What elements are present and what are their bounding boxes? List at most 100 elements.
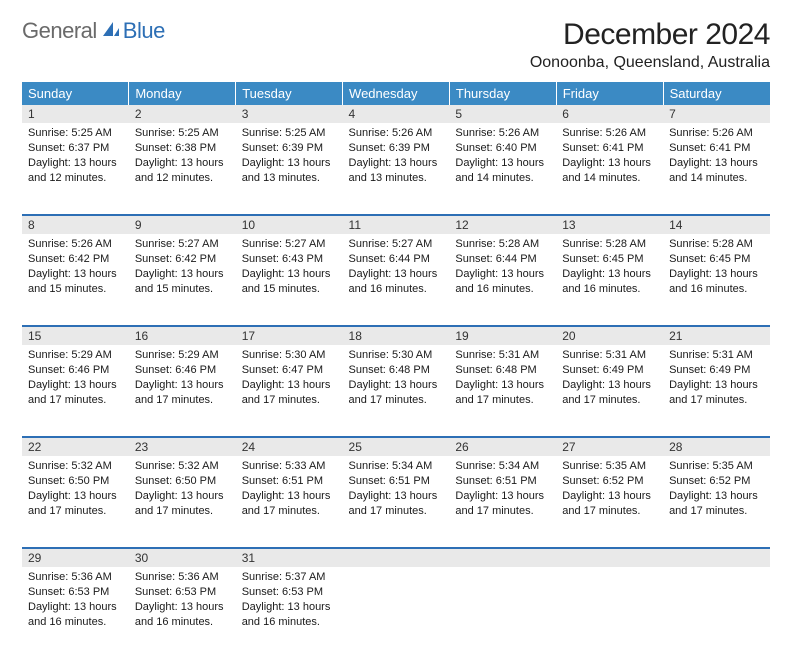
weekday-header: Tuesday (236, 82, 343, 105)
day-number-cell: 16 (129, 326, 236, 345)
day-number-cell: 1 (22, 105, 129, 123)
daylight-line: Daylight: 13 hours and 16 minutes. (242, 600, 337, 630)
day-content-cell (556, 567, 663, 659)
sunrise-line: Sunrise: 5:26 AM (349, 126, 444, 141)
sunset-line: Sunset: 6:49 PM (562, 363, 657, 378)
sunset-line: Sunset: 6:48 PM (349, 363, 444, 378)
day-cell: Sunrise: 5:34 AMSunset: 6:51 PMDaylight:… (343, 456, 450, 524)
weekday-header: Monday (129, 82, 236, 105)
sunrise-line: Sunrise: 5:27 AM (135, 237, 230, 252)
sunset-line: Sunset: 6:49 PM (669, 363, 764, 378)
day-content-cell: Sunrise: 5:32 AMSunset: 6:50 PMDaylight:… (129, 456, 236, 548)
day-content-cell: Sunrise: 5:25 AMSunset: 6:38 PMDaylight:… (129, 123, 236, 215)
daylight-line: Daylight: 13 hours and 15 minutes. (135, 267, 230, 297)
day-number-cell: 28 (663, 437, 770, 456)
day-cell: Sunrise: 5:32 AMSunset: 6:50 PMDaylight:… (129, 456, 236, 524)
sunset-line: Sunset: 6:51 PM (455, 474, 550, 489)
daylight-line: Daylight: 13 hours and 17 minutes. (242, 489, 337, 519)
day-content-cell: Sunrise: 5:27 AMSunset: 6:42 PMDaylight:… (129, 234, 236, 326)
daylight-line: Daylight: 13 hours and 17 minutes. (135, 489, 230, 519)
sunrise-line: Sunrise: 5:33 AM (242, 459, 337, 474)
day-cell: Sunrise: 5:37 AMSunset: 6:53 PMDaylight:… (236, 567, 343, 635)
day-number-cell: 27 (556, 437, 663, 456)
daylight-line: Daylight: 13 hours and 13 minutes. (242, 156, 337, 186)
sunset-line: Sunset: 6:37 PM (28, 141, 123, 156)
sunset-line: Sunset: 6:48 PM (455, 363, 550, 378)
sunset-line: Sunset: 6:43 PM (242, 252, 337, 267)
daylight-line: Daylight: 13 hours and 17 minutes. (455, 489, 550, 519)
weekday-header: Saturday (663, 82, 770, 105)
header: General Blue December 2024 Oonoonba, Que… (22, 18, 770, 72)
daylight-line: Daylight: 13 hours and 17 minutes. (455, 378, 550, 408)
daylight-line: Daylight: 13 hours and 16 minutes. (562, 267, 657, 297)
daylight-line: Daylight: 13 hours and 12 minutes. (28, 156, 123, 186)
sunrise-line: Sunrise: 5:27 AM (349, 237, 444, 252)
day-cell: Sunrise: 5:25 AMSunset: 6:37 PMDaylight:… (22, 123, 129, 191)
day-content-cell: Sunrise: 5:30 AMSunset: 6:47 PMDaylight:… (236, 345, 343, 437)
daylight-line: Daylight: 13 hours and 13 minutes. (349, 156, 444, 186)
week-content-row: Sunrise: 5:29 AMSunset: 6:46 PMDaylight:… (22, 345, 770, 437)
day-content-cell: Sunrise: 5:26 AMSunset: 6:41 PMDaylight:… (663, 123, 770, 215)
week-content-row: Sunrise: 5:25 AMSunset: 6:37 PMDaylight:… (22, 123, 770, 215)
day-number-cell: 6 (556, 105, 663, 123)
day-cell: Sunrise: 5:26 AMSunset: 6:40 PMDaylight:… (449, 123, 556, 191)
sunset-line: Sunset: 6:50 PM (135, 474, 230, 489)
sunset-line: Sunset: 6:51 PM (349, 474, 444, 489)
logo-sail-icon (101, 18, 121, 44)
daylight-line: Daylight: 13 hours and 17 minutes. (242, 378, 337, 408)
day-cell: Sunrise: 5:29 AMSunset: 6:46 PMDaylight:… (22, 345, 129, 413)
sunrise-line: Sunrise: 5:30 AM (242, 348, 337, 363)
day-cell: Sunrise: 5:26 AMSunset: 6:42 PMDaylight:… (22, 234, 129, 302)
day-content-cell: Sunrise: 5:37 AMSunset: 6:53 PMDaylight:… (236, 567, 343, 659)
day-cell: Sunrise: 5:27 AMSunset: 6:42 PMDaylight:… (129, 234, 236, 302)
day-number-cell: 13 (556, 215, 663, 234)
day-number-cell (343, 548, 450, 567)
sunrise-line: Sunrise: 5:34 AM (455, 459, 550, 474)
sunset-line: Sunset: 6:44 PM (349, 252, 444, 267)
sunset-line: Sunset: 6:51 PM (242, 474, 337, 489)
title-block: December 2024 Oonoonba, Queensland, Aust… (530, 18, 770, 72)
daylight-line: Daylight: 13 hours and 17 minutes. (669, 489, 764, 519)
day-content-cell: Sunrise: 5:36 AMSunset: 6:53 PMDaylight:… (22, 567, 129, 659)
daylight-line: Daylight: 13 hours and 17 minutes. (669, 378, 764, 408)
daylight-line: Daylight: 13 hours and 17 minutes. (562, 378, 657, 408)
day-cell: Sunrise: 5:33 AMSunset: 6:51 PMDaylight:… (236, 456, 343, 524)
sunset-line: Sunset: 6:53 PM (28, 585, 123, 600)
day-content-cell: Sunrise: 5:32 AMSunset: 6:50 PMDaylight:… (22, 456, 129, 548)
day-number-cell: 18 (343, 326, 450, 345)
location-label: Oonoonba, Queensland, Australia (530, 54, 770, 72)
weekday-header: Thursday (449, 82, 556, 105)
sunset-line: Sunset: 6:38 PM (135, 141, 230, 156)
sunset-line: Sunset: 6:41 PM (669, 141, 764, 156)
week-content-row: Sunrise: 5:32 AMSunset: 6:50 PMDaylight:… (22, 456, 770, 548)
day-content-cell: Sunrise: 5:33 AMSunset: 6:51 PMDaylight:… (236, 456, 343, 548)
daylight-line: Daylight: 13 hours and 17 minutes. (349, 378, 444, 408)
day-number-cell: 14 (663, 215, 770, 234)
daylight-line: Daylight: 13 hours and 16 minutes. (455, 267, 550, 297)
day-cell: Sunrise: 5:35 AMSunset: 6:52 PMDaylight:… (556, 456, 663, 524)
day-number-cell: 5 (449, 105, 556, 123)
sunrise-line: Sunrise: 5:28 AM (455, 237, 550, 252)
day-cell: Sunrise: 5:31 AMSunset: 6:48 PMDaylight:… (449, 345, 556, 413)
week-daynum-row: 15161718192021 (22, 326, 770, 345)
sunrise-line: Sunrise: 5:26 AM (28, 237, 123, 252)
day-number-cell: 22 (22, 437, 129, 456)
day-content-cell: Sunrise: 5:36 AMSunset: 6:53 PMDaylight:… (129, 567, 236, 659)
sunset-line: Sunset: 6:52 PM (669, 474, 764, 489)
day-content-cell: Sunrise: 5:27 AMSunset: 6:44 PMDaylight:… (343, 234, 450, 326)
day-content-cell: Sunrise: 5:27 AMSunset: 6:43 PMDaylight:… (236, 234, 343, 326)
daylight-line: Daylight: 13 hours and 17 minutes. (135, 378, 230, 408)
day-number-cell: 17 (236, 326, 343, 345)
day-number-cell: 24 (236, 437, 343, 456)
sunrise-line: Sunrise: 5:26 AM (562, 126, 657, 141)
sunrise-line: Sunrise: 5:25 AM (28, 126, 123, 141)
day-content-cell: Sunrise: 5:34 AMSunset: 6:51 PMDaylight:… (449, 456, 556, 548)
day-number-cell: 25 (343, 437, 450, 456)
daylight-line: Daylight: 13 hours and 15 minutes. (28, 267, 123, 297)
day-content-cell: Sunrise: 5:26 AMSunset: 6:40 PMDaylight:… (449, 123, 556, 215)
day-cell: Sunrise: 5:26 AMSunset: 6:39 PMDaylight:… (343, 123, 450, 191)
sunrise-line: Sunrise: 5:28 AM (669, 237, 764, 252)
sunset-line: Sunset: 6:50 PM (28, 474, 123, 489)
sunset-line: Sunset: 6:53 PM (242, 585, 337, 600)
sunrise-line: Sunrise: 5:27 AM (242, 237, 337, 252)
